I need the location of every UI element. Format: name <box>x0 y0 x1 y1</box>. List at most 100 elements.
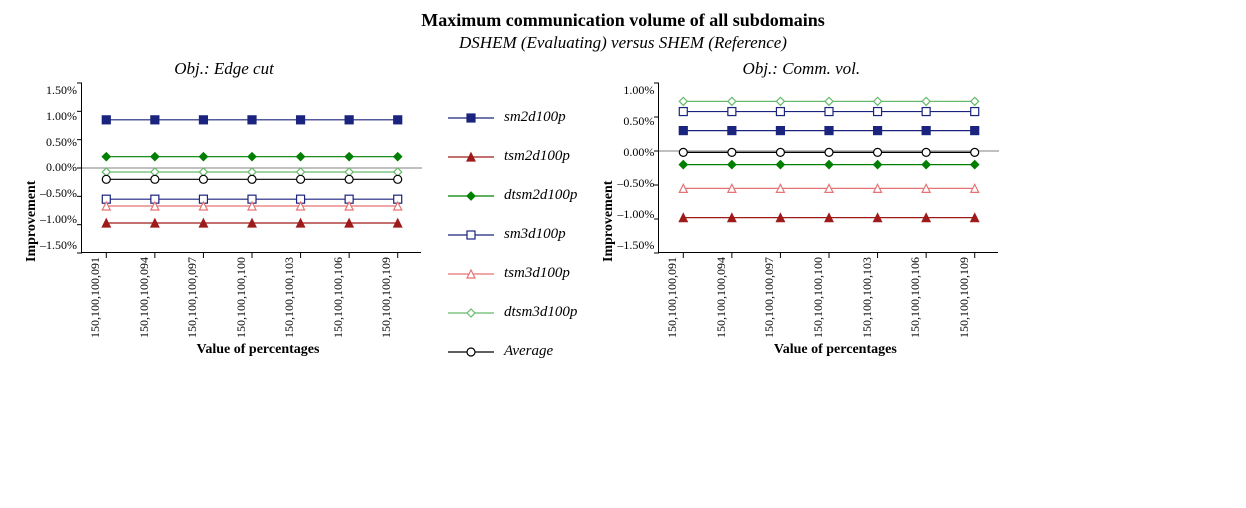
legend-label: sm3d100p <box>504 226 566 243</box>
chart-panel: Obj.: Comm. vol. Improvement 1.00%0.50%0… <box>597 59 1005 358</box>
xtick-row: 150,100,100,091150,100,100,094150,100,10… <box>88 257 428 338</box>
series-marker-dtsm2d100p <box>777 161 785 169</box>
legend-swatch <box>448 228 494 242</box>
series-marker-sm2d100p <box>680 127 688 135</box>
xtick-label: 150,100,100,106 <box>908 257 957 338</box>
series-marker-dtsm2d100p <box>199 153 207 161</box>
series-marker-dtsm2d100p <box>345 153 353 161</box>
series-marker-average <box>922 148 930 156</box>
xtick-label: 150,100,100,097 <box>762 257 811 338</box>
xtick-label: 150,100,100,100 <box>811 257 860 338</box>
series-marker-dtsm2d100p <box>102 153 110 161</box>
ytick-label: 0.50% <box>40 135 77 150</box>
legend-item-dtsm2d100p: dtsm2d100p <box>448 187 577 204</box>
ytick-label: –1.50% <box>617 238 654 253</box>
series-marker-sm3d100p <box>728 108 736 116</box>
series-marker-sm2d100p <box>922 127 930 135</box>
series-marker-average <box>297 175 305 183</box>
legend-item-tsm2d100p: tsm2d100p <box>448 148 577 165</box>
xtick-label: 150,100,100,094 <box>714 257 763 338</box>
series-marker-sm3d100p <box>777 108 785 116</box>
series-marker-sm3d100p <box>680 108 688 116</box>
series-marker-dtsm3d100p <box>922 97 930 105</box>
xtick-label: 150,100,100,094 <box>137 257 186 338</box>
xtick-row: 150,100,100,091150,100,100,094150,100,10… <box>665 257 1005 338</box>
xtick-label: 150,100,100,091 <box>665 257 714 338</box>
xtick-label: 150,100,100,106 <box>331 257 380 338</box>
legend-swatch <box>448 306 494 320</box>
series-marker-average <box>971 148 979 156</box>
series-marker-sm3d100p <box>922 108 930 116</box>
panels-container: Obj.: Edge cut Improvement 1.50% 1.00% 0.5… <box>20 59 1226 382</box>
series-marker-dtsm2d100p <box>922 161 930 169</box>
xtick-label: 150,100,100,103 <box>860 257 909 338</box>
series-marker-average <box>151 175 159 183</box>
series-marker-sm2d100p <box>151 116 159 124</box>
series-marker-average <box>394 175 402 183</box>
xtick-label: 150,100,100,109 <box>379 257 428 338</box>
series-marker-average <box>874 148 882 156</box>
series-marker-dtsm2d100p <box>825 161 833 169</box>
xtick-label: 150,100,100,097 <box>185 257 234 338</box>
ytick-column: 1.50%1.00%0.50%0.00%–0.50%–1.00%–1.50% <box>40 83 81 253</box>
series-marker-average <box>199 175 207 183</box>
ytick-label: 0.50% <box>617 114 654 129</box>
series-marker-sm3d100p <box>874 108 882 116</box>
legend-item-sm2d100p: sm2d100p <box>448 109 577 126</box>
series-marker-sm2d100p <box>777 127 785 135</box>
series-marker-dtsm3d100p <box>874 97 882 105</box>
series-marker-sm3d100p <box>971 108 979 116</box>
series-marker-dtsm3d100p <box>680 97 688 105</box>
ytick-label: 1.50% <box>40 83 77 98</box>
series-marker-dtsm2d100p <box>728 161 736 169</box>
series-marker-dtsm2d100p <box>248 153 256 161</box>
title-main: Maximum communication volume of all subd… <box>20 10 1226 31</box>
series-marker-sm2d100p <box>971 127 979 135</box>
xtick-label: 150,100,100,103 <box>282 257 331 338</box>
legend: sm2d100p tsm2d100p dtsm2d100p sm3d100p tsm3d… <box>448 59 577 382</box>
ytick-label: 0.00% <box>40 160 77 175</box>
xtick-label: 150,100,100,091 <box>88 257 137 338</box>
ytick-label: –0.50% <box>40 186 77 201</box>
ytick-column: 1.00%0.50%0.00%–0.50%–1.00%–1.50% <box>617 83 658 253</box>
series-marker-dtsm3d100p <box>728 97 736 105</box>
series-marker-sm2d100p <box>199 116 207 124</box>
legend-item-average: Average <box>448 343 577 360</box>
title-sub: DSHEM (Evaluating) versus SHEM (Referenc… <box>20 33 1226 53</box>
y-axis-label: Improvement <box>597 141 617 301</box>
xtick-label: 150,100,100,109 <box>957 257 1006 338</box>
series-marker-sm2d100p <box>297 116 305 124</box>
legend-label: Average <box>504 343 553 360</box>
xtick-label: 150,100,100,100 <box>234 257 283 338</box>
series-marker-sm2d100p <box>728 127 736 135</box>
legend-swatch <box>448 345 494 359</box>
plot-area <box>658 83 998 253</box>
legend-swatch <box>448 111 494 125</box>
legend-label: dtsm3d100p <box>504 304 577 321</box>
panel-title: Obj.: Comm. vol. <box>597 59 1005 79</box>
series-marker-average <box>102 175 110 183</box>
ytick-label: 1.00% <box>40 109 77 124</box>
series-marker-average <box>825 148 833 156</box>
series-marker-dtsm3d100p <box>825 97 833 105</box>
plot-area <box>81 83 421 253</box>
series-marker-dtsm3d100p <box>971 97 979 105</box>
series-marker-dtsm2d100p <box>874 161 882 169</box>
series-marker-sm2d100p <box>874 127 882 135</box>
ytick-label: –1.00% <box>617 207 654 222</box>
series-marker-average <box>680 148 688 156</box>
panel-title: Obj.: Edge cut <box>20 59 428 79</box>
series-marker-dtsm2d100p <box>971 161 979 169</box>
series-marker-average <box>777 148 785 156</box>
legend-label: sm2d100p <box>504 109 566 126</box>
ytick-label: –1.00% <box>40 212 77 227</box>
series-marker-sm3d100p <box>825 108 833 116</box>
series-marker-average <box>248 175 256 183</box>
legend-item-tsm3d100p: tsm3d100p <box>448 265 577 282</box>
series-marker-average <box>345 175 353 183</box>
series-marker-sm2d100p <box>394 116 402 124</box>
legend-label: tsm3d100p <box>504 265 570 282</box>
series-marker-sm2d100p <box>248 116 256 124</box>
x-axis-label: Value of percentages <box>665 342 1005 358</box>
ytick-label: 1.00% <box>617 83 654 98</box>
